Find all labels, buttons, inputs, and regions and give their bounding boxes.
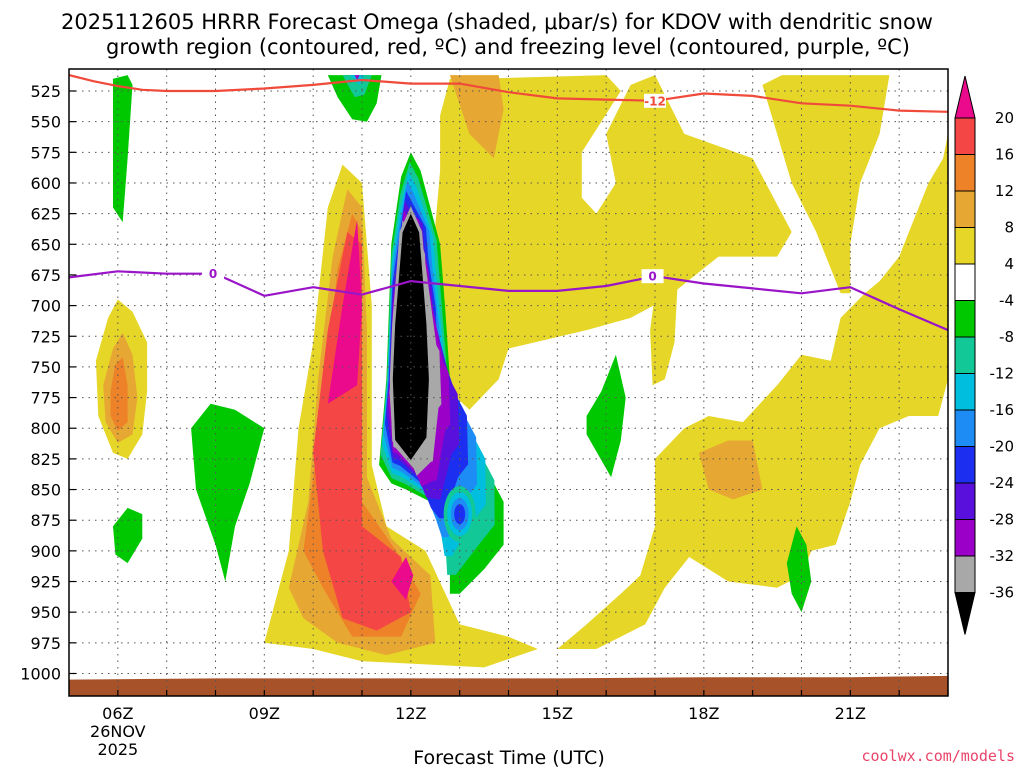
omega-region [110,357,128,431]
x-tick-label: 06Z [102,704,133,723]
omega-region [786,526,812,613]
omega-region [313,232,411,631]
colorbar-bin [954,263,976,301]
colorbar-bin [954,154,976,192]
colorbar-bin [954,519,976,557]
omega-region [391,557,414,600]
contour-label: -12 [644,94,666,108]
omega-region [586,354,626,478]
title-line-1: 2025112605 HRRR Forecast Omega (shaded, … [61,10,933,34]
omega-region [762,75,890,294]
x-tick-date: 26NOV [90,722,146,741]
colorbar-level-label: 12 [995,182,1014,200]
y-tick-label: 650 [30,235,61,254]
y-tick-label: 750 [30,358,61,377]
omega-region [113,507,143,564]
omega-region [191,403,265,582]
y-tick-label: 625 [30,205,61,224]
plot-area: -12 0 0 [69,69,948,696]
y-tick-label: 825 [30,450,61,469]
colorbar-bin [954,555,976,593]
y-tick-label: 525 [30,82,61,101]
y-tick-label: 675 [30,266,61,285]
contour-dendritic-growth-top [69,74,948,113]
x-tick-label: 21Z [835,704,866,723]
x-tick-year: 2025 [97,740,138,759]
y-tick-label: 800 [30,419,61,438]
colorbar-bin [954,117,976,155]
terrain-layer [69,675,948,696]
y-tick-label: 925 [30,573,61,592]
colorbar-level-label: 16 [995,146,1014,164]
title-line-2: growth region (contoured, red, ºC) and f… [106,35,910,59]
y-tick-label: 575 [30,143,61,162]
y-tick-label: 725 [30,327,61,346]
omega-region [435,75,792,410]
colorbar-level-label: -24 [990,474,1015,492]
x-tick-label: 12Z [395,704,426,723]
y-tick-label: 775 [30,389,61,408]
colorbar-level-label: -16 [990,401,1015,419]
omega-region [923,158,948,380]
omega-region [327,75,382,122]
omega-region [327,219,362,404]
colorbar-level-label: 4 [1004,255,1014,273]
x-tick-label: 18Z [688,704,719,723]
contour-layer: -12 0 0 [69,74,948,332]
y-tick-label: 950 [30,603,61,622]
colorbar-level-label: 20 [995,109,1014,127]
ground-terrain [69,675,948,696]
omega-region [557,133,948,649]
omega-region [354,75,360,80]
colorbar: 20 16 12 8 4 -4 -8 -12 -16 -20 -24 -28 -32 -36 [954,75,1015,635]
y-tick-label: 550 [30,113,61,132]
y-tick-label: 1000 [20,664,61,683]
contour-label: 0 [209,267,217,281]
y-tick-label: 600 [30,174,61,193]
colorbar-bin [954,409,976,447]
x-tick-label: 09Z [249,704,280,723]
omega-region [650,250,680,386]
omega-region [113,75,133,223]
colorbar-level-label: -28 [990,511,1015,529]
contour-label-bg [644,93,666,108]
colorbar-bin [954,446,976,484]
x-tick-label: 15Z [542,704,573,723]
omega-shading [95,75,948,668]
colorbar-bin [954,336,976,374]
x-axis-label: Forecast Time (UTC) [413,747,604,768]
colorbar-bin [954,190,976,228]
y-tick-label: 700 [30,297,61,316]
colorbar-bin [954,482,976,520]
contour-label-bg [641,269,664,284]
colorbar-level-label: -12 [990,365,1015,383]
colorbar-level-label: -4 [999,292,1014,310]
colorbar-level-label: -32 [990,547,1015,565]
contour-label-bg [202,266,225,281]
grid [69,69,948,696]
colorbar-level-label: -36 [990,584,1015,602]
colorbar-top-arrow [954,75,976,119]
y-tick-label: 900 [30,542,61,561]
omega-region [449,75,504,159]
colorbar-bin [954,227,976,265]
y-tick-label: 850 [30,481,61,500]
y-tick-label: 875 [30,511,61,530]
colorbar-level-label: -20 [990,438,1015,456]
colorbar-bin [954,373,976,411]
credit-text[interactable]: coolwx.com/models [861,747,1015,765]
colorbar-bottom-arrow [954,592,976,635]
contour-label: 0 [648,270,656,284]
y-axis: 525 550 575 600 625 650 675 700 725 750 775 800 825 8… [20,82,76,683]
omega-negative-spot [454,504,466,525]
colorbar-bin [954,300,976,338]
colorbar-level-label: 8 [1004,219,1014,237]
colorbar-level-label: -8 [999,328,1014,346]
y-tick-label: 975 [30,634,61,653]
omega-region [698,440,763,500]
